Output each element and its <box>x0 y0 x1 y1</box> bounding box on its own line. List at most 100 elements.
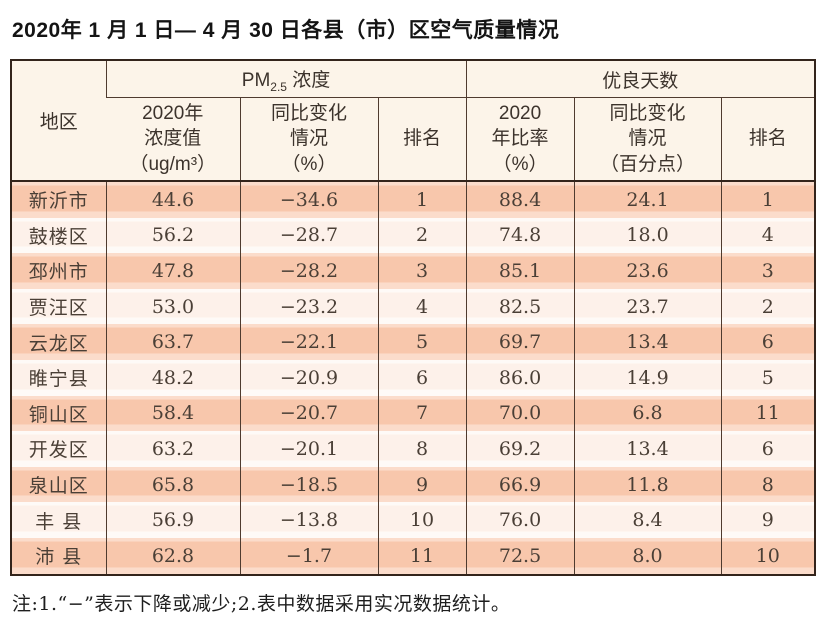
cell-pm_value: 63.2 <box>105 431 240 467</box>
cell-pm_value: 58.4 <box>105 395 240 432</box>
cell-good_rate: 88.4 <box>465 181 575 218</box>
group-header-good-days: 优良天数 <box>465 60 816 98</box>
cell-good_change: 23.7 <box>573 288 722 325</box>
cell-good_change: 8.4 <box>573 502 722 538</box>
column-header-pm-rank: 排名 <box>377 97 467 182</box>
cell-pm_rank: 4 <box>377 288 467 325</box>
pm25-label-prefix: PM <box>241 69 271 91</box>
cell-pm_change: −22.1 <box>239 324 378 360</box>
cell-good_change: 13.4 <box>573 324 722 360</box>
cell-good_rank: 10 <box>720 537 816 575</box>
cell-good_rate: 85.1 <box>465 253 575 289</box>
cell-good_rank: 6 <box>720 431 816 467</box>
cell-good_rank: 8 <box>720 466 816 503</box>
table-header: 地区 PM2.5 浓度 优良天数 2020年 浓度值 （ug/m³） 同比变化 … <box>11 60 816 182</box>
air-quality-table: 地区 PM2.5 浓度 优良天数 2020年 浓度值 （ug/m³） 同比变化 … <box>10 59 817 576</box>
table-row: 贾汪区 53.0 −23.2 4 82.5 23.7 2 <box>11 288 816 325</box>
table-body: 新沂市 44.6 −34.6 1 88.4 24.1 1 鼓楼区 56.2 −28.7 2 74.8 1… <box>11 181 816 575</box>
column-header-good-rate: 2020 年比率 （%） <box>465 97 575 182</box>
cell-good_change: 23.6 <box>573 253 722 289</box>
cell-pm_value: 63.7 <box>105 324 240 360</box>
cell-region: 铜山区 <box>11 395 106 432</box>
cell-good_change: 8.0 <box>573 537 722 575</box>
cell-good_change: 14.9 <box>573 359 722 396</box>
cell-pm_rank: 11 <box>377 537 467 575</box>
cell-good_rate: 72.5 <box>465 537 575 575</box>
cell-pm_value: 48.2 <box>105 359 240 396</box>
cell-pm_rank: 2 <box>377 217 467 254</box>
cell-good_change: 6.8 <box>573 395 722 432</box>
cell-pm_rank: 1 <box>377 181 467 218</box>
cell-good_rate: 76.0 <box>465 502 575 538</box>
column-header-pm-value: 2020年 浓度值 （ug/m³） <box>106 97 240 182</box>
cell-pm_rank: 6 <box>377 359 467 396</box>
cell-pm_rank: 10 <box>377 502 467 538</box>
footnote: 注:1.“−”表示下降或减少;2.表中数据采用实况数据统计。 <box>12 592 511 615</box>
table-row: 鼓楼区 56.2 −28.7 2 74.8 18.0 4 <box>11 217 816 254</box>
cell-pm_change: −28.7 <box>239 217 378 254</box>
cell-good_rank: 4 <box>720 217 816 254</box>
cell-pm_value: 56.9 <box>105 502 240 538</box>
cell-pm_change: −18.5 <box>239 466 378 503</box>
cell-pm_change: −20.7 <box>239 395 378 432</box>
cell-good_rate: 69.2 <box>465 431 575 467</box>
cell-region: 云龙区 <box>11 324 106 360</box>
cell-pm_value: 44.6 <box>105 181 240 218</box>
column-header-good-rank: 排名 <box>720 97 816 182</box>
cell-good_rank: 11 <box>720 395 816 432</box>
column-header-pm-change: 同比变化 情况 （%） <box>239 97 378 182</box>
cell-pm_rank: 8 <box>377 431 467 467</box>
cell-good_rank: 2 <box>720 288 816 325</box>
pm25-label-suffix: 浓度 <box>286 69 331 91</box>
cell-pm_change: −34.6 <box>239 181 378 218</box>
cell-good_change: 18.0 <box>573 217 722 254</box>
table-row: 邳州市 47.8 −28.2 3 85.1 23.6 3 <box>11 253 816 289</box>
cell-pm_rank: 9 <box>377 466 467 503</box>
cell-region: 沛 县 <box>11 537 106 575</box>
cell-pm_value: 47.8 <box>105 253 240 289</box>
cell-region: 泉山区 <box>11 466 106 503</box>
cell-region: 新沂市 <box>11 181 106 218</box>
cell-region: 鼓楼区 <box>11 217 106 254</box>
table-row: 沛 县 62.8 −1.7 11 72.5 8.0 10 <box>11 537 816 575</box>
cell-good_change: 13.4 <box>573 431 722 467</box>
cell-good_rank: 9 <box>720 502 816 538</box>
cell-region: 开发区 <box>11 431 106 467</box>
table-row: 睢宁县 48.2 −20.9 6 86.0 14.9 5 <box>11 359 816 396</box>
cell-region: 邳州市 <box>11 253 106 289</box>
table-row: 云龙区 63.7 −22.1 5 69.7 13.4 6 <box>11 324 816 360</box>
table-row: 开发区 63.2 −20.1 8 69.2 13.4 6 <box>11 431 816 467</box>
cell-good_rank: 6 <box>720 324 816 360</box>
cell-good_rate: 82.5 <box>465 288 575 325</box>
cell-good_rate: 66.9 <box>465 466 575 503</box>
cell-pm_value: 53.0 <box>105 288 240 325</box>
table-row: 丰 县 56.9 −13.8 10 76.0 8.4 9 <box>11 502 816 538</box>
cell-good_rank: 5 <box>720 359 816 396</box>
cell-good_rank: 3 <box>720 253 816 289</box>
cell-region: 睢宁县 <box>11 359 106 396</box>
cell-pm_change: −28.2 <box>239 253 378 289</box>
column-header-good-change: 同比变化 情况 （百分点） <box>573 97 722 182</box>
cell-pm_change: −13.8 <box>239 502 378 538</box>
cell-pm_value: 62.8 <box>105 537 240 575</box>
table-row: 泉山区 65.8 −18.5 9 66.9 11.8 8 <box>11 466 816 503</box>
cell-good_change: 24.1 <box>573 181 722 218</box>
cell-pm_change: −1.7 <box>239 537 378 575</box>
cell-region: 贾汪区 <box>11 288 106 325</box>
group-header-pm25: PM2.5 浓度 <box>105 60 467 98</box>
cell-pm_rank: 3 <box>377 253 467 289</box>
pm25-label-subscript: 2.5 <box>270 79 287 94</box>
cell-good_rate: 86.0 <box>465 359 575 396</box>
cell-pm_value: 65.8 <box>105 466 240 503</box>
cell-pm_rank: 5 <box>377 324 467 360</box>
cell-good_change: 11.8 <box>573 466 722 503</box>
cell-pm_change: −23.2 <box>239 288 378 325</box>
cell-pm_change: −20.1 <box>239 431 378 467</box>
cell-pm_rank: 7 <box>377 395 467 432</box>
cell-good_rate: 70.0 <box>465 395 575 432</box>
cell-good_rate: 74.8 <box>465 217 575 254</box>
column-header-region: 地区 <box>11 60 106 182</box>
table-row: 新沂市 44.6 −34.6 1 88.4 24.1 1 <box>11 181 816 218</box>
cell-pm_value: 56.2 <box>105 217 240 254</box>
